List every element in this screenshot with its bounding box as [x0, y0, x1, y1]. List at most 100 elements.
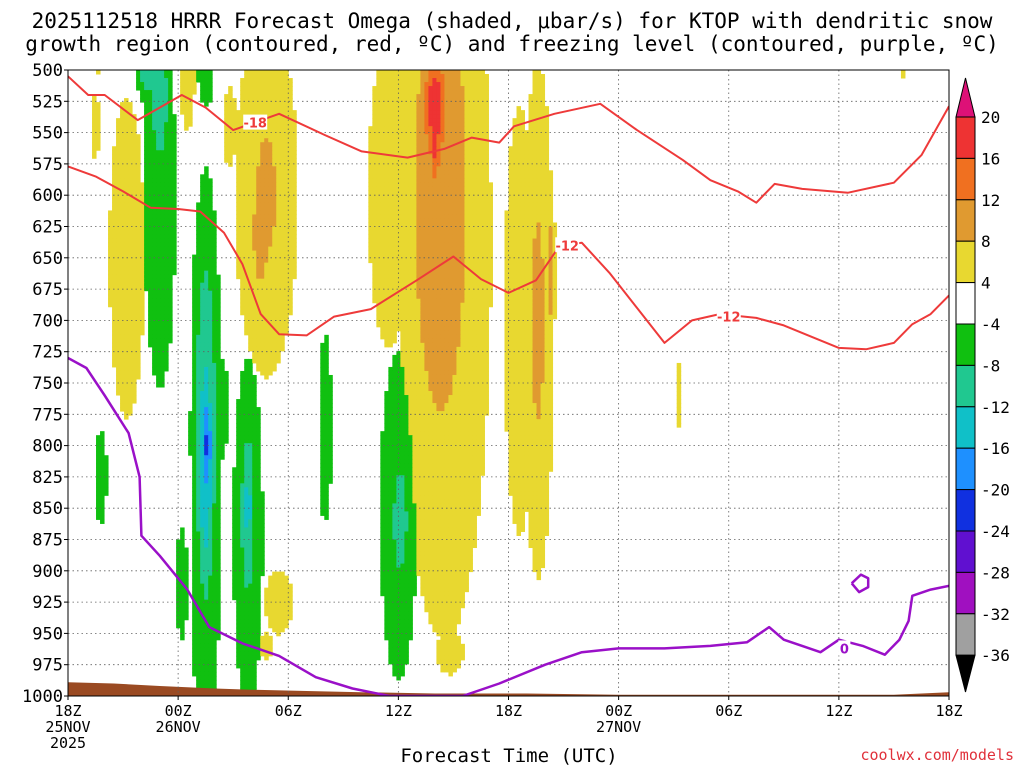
omega-cell	[372, 218, 377, 223]
omega-cell	[156, 174, 161, 179]
omega-cell	[204, 98, 209, 103]
omega-cell	[240, 242, 245, 248]
omega-cell	[400, 302, 405, 308]
omega-cell	[244, 146, 249, 151]
omega-cell	[472, 230, 477, 236]
omega-cell	[252, 314, 257, 320]
omega-cell	[380, 78, 385, 83]
omega-cell	[216, 278, 221, 284]
omega-cell	[148, 262, 153, 268]
omega-cell	[116, 166, 121, 171]
omega-cell	[548, 322, 554, 328]
omega-cell	[108, 278, 113, 284]
omega-cell	[260, 182, 265, 187]
omega-cell	[432, 174, 437, 179]
omega-cell	[268, 286, 273, 292]
omega-cell	[524, 246, 530, 252]
omega-cell	[372, 114, 377, 119]
omega-cell	[124, 154, 129, 159]
omega-cell	[156, 334, 161, 340]
omega-cell	[140, 186, 145, 191]
omega-cell	[196, 338, 201, 344]
omega-cell	[124, 318, 129, 324]
omega-cell	[392, 102, 397, 107]
omega-cell	[252, 74, 257, 79]
omega-cell	[92, 94, 97, 99]
omega-cell	[392, 110, 397, 115]
omega-cell	[252, 70, 257, 75]
omega-cell	[528, 302, 534, 308]
omega-cell	[512, 186, 517, 191]
omega-cell	[412, 294, 417, 300]
omega-cell	[464, 190, 469, 195]
omega-cell	[540, 218, 546, 223]
omega-cell	[536, 266, 542, 272]
omega-cell	[164, 314, 169, 320]
omega-cell	[244, 298, 249, 304]
omega-cell	[248, 138, 253, 143]
omega-cell	[260, 210, 265, 215]
omega-cell	[432, 118, 437, 123]
omega-cell	[396, 150, 401, 155]
omega-cell	[208, 314, 213, 320]
omega-cell	[408, 194, 413, 199]
omega-cell	[192, 318, 197, 324]
omega-cell	[132, 118, 137, 123]
omega-cell	[464, 254, 469, 260]
omega-cell	[460, 290, 465, 296]
omega-cell	[380, 74, 385, 79]
omega-cell	[436, 82, 441, 87]
omega-cell	[400, 142, 405, 147]
omega-cell	[456, 166, 461, 171]
omega-cell	[516, 110, 522, 115]
omega-cell	[484, 254, 489, 260]
omega-cell	[532, 290, 538, 296]
omega-cell	[392, 274, 397, 280]
omega-cell	[448, 154, 453, 159]
omega-cell	[272, 198, 277, 203]
omega-cell	[404, 274, 409, 280]
omega-cell	[276, 106, 281, 111]
omega-cell	[164, 114, 169, 119]
omega-cell	[400, 266, 405, 272]
omega-cell	[144, 230, 149, 236]
omega-cell	[440, 334, 445, 340]
omega-cell	[456, 102, 461, 107]
omega-cell	[92, 130, 97, 135]
omega-cell	[268, 70, 273, 75]
omega-cell	[480, 90, 485, 95]
omega-cell	[424, 290, 429, 296]
omega-cell	[508, 146, 513, 151]
omega-cell	[144, 154, 149, 159]
omega-cell	[524, 150, 530, 155]
omega-cell	[152, 146, 157, 151]
omega-cell	[512, 150, 517, 155]
omega-cell	[108, 286, 113, 292]
omega-cell	[120, 222, 125, 227]
omega-cell	[244, 230, 249, 236]
omega-cell	[448, 326, 453, 332]
omega-cell	[256, 74, 261, 79]
omega-cell	[548, 278, 554, 284]
omega-cell	[432, 106, 437, 111]
omega-cell	[256, 142, 261, 147]
omega-cell	[380, 206, 385, 211]
omega-cell	[164, 274, 169, 280]
omega-cell	[148, 118, 153, 123]
omega-cell	[160, 174, 165, 179]
omega-cell	[408, 210, 413, 215]
omega-cell	[380, 154, 385, 159]
omega-cell	[456, 182, 461, 187]
omega-cell	[280, 222, 285, 227]
omega-cell	[432, 230, 437, 236]
omega-cell	[272, 146, 277, 151]
omega-cell	[416, 258, 421, 264]
omega-cell	[376, 118, 381, 123]
omega-cell	[512, 246, 517, 252]
omega-cell	[160, 106, 165, 111]
omega-cell	[384, 142, 389, 147]
omega-cell	[480, 162, 485, 167]
omega-cell	[436, 270, 441, 276]
omega-cell	[464, 282, 469, 288]
omega-cell	[268, 102, 273, 107]
